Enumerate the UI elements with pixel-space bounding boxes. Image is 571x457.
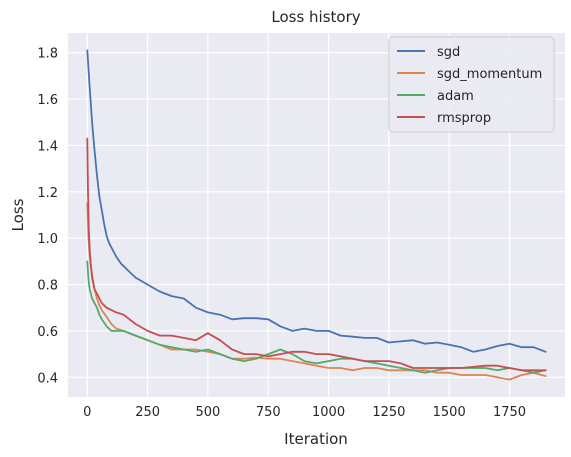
x-tick-label: 1500 (433, 405, 466, 420)
y-axis-label: Loss (9, 198, 27, 231)
y-tick-label: 1.0 (37, 232, 58, 247)
legend-label-sgd: sgd (437, 45, 460, 60)
x-tick-label: 1250 (372, 405, 405, 420)
y-tick-label: 0.8 (37, 279, 58, 294)
x-tick-label: 500 (196, 405, 221, 420)
x-tick-label: 250 (135, 405, 160, 420)
x-tick-label: 1750 (493, 405, 526, 420)
y-tick-label: 1.4 (37, 139, 58, 154)
y-tick-label: 0.6 (37, 325, 58, 340)
x-axis-label: Iteration (284, 430, 348, 448)
y-tick-label: 1.2 (37, 186, 58, 201)
chart-title: Loss history (271, 8, 360, 26)
x-tick-label: 0 (83, 405, 91, 420)
legend-label-adam: adam (437, 89, 474, 104)
y-tick-label: 0.4 (37, 371, 58, 386)
legend-label-rmsprop: rmsprop (437, 111, 491, 126)
y-tick-label: 1.8 (37, 47, 58, 62)
y-tick-label: 1.6 (37, 93, 58, 108)
x-tick-label: 750 (256, 405, 281, 420)
legend-label-sgd-momentum: sgd_momentum (437, 67, 542, 82)
x-tick-label: 1000 (312, 405, 345, 420)
